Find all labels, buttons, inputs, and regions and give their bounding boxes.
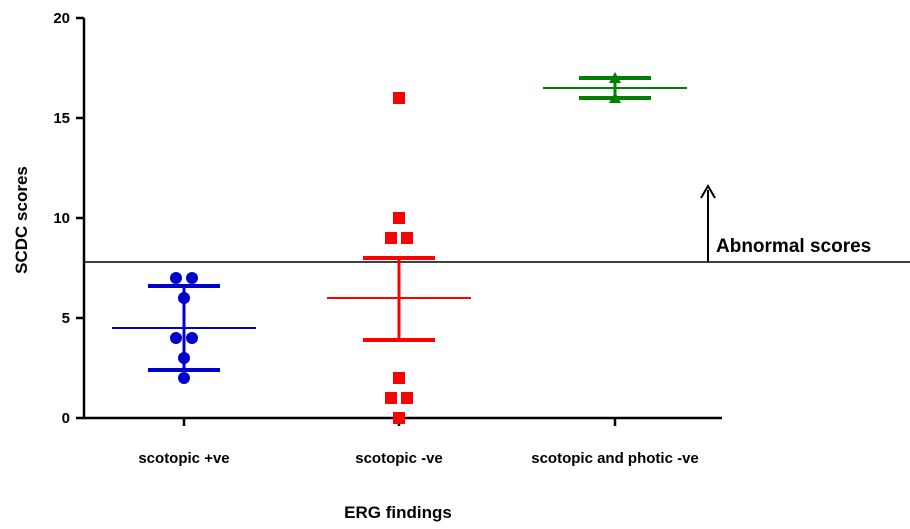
abnormal-arrow-head	[700, 184, 716, 199]
y-tick-label: 20	[53, 10, 70, 27]
x-axis-title: ERG findings	[344, 503, 452, 522]
data-point	[178, 292, 190, 304]
data-point	[401, 232, 413, 244]
data-point	[609, 72, 621, 83]
data-point	[186, 272, 198, 284]
series-1	[112, 272, 256, 384]
abnormal-scores-label: Abnormal scores	[716, 236, 871, 257]
y-ticks: 0 5 10 15 20	[53, 10, 84, 427]
data-point	[170, 332, 182, 344]
reference-line-group: Abnormal scores	[84, 184, 910, 263]
data-point	[393, 412, 405, 424]
x-tick-label: scotopic +ve	[138, 450, 229, 467]
y-tick-label: 5	[62, 310, 70, 327]
data-point	[178, 352, 190, 364]
data-point	[393, 212, 405, 224]
data-point	[186, 332, 198, 344]
y-tick-label: 10	[53, 210, 70, 227]
y-tick-label: 0	[62, 410, 70, 427]
y-axis-title: SCDC scores	[12, 166, 31, 274]
y-tick-label: 15	[53, 110, 70, 127]
data-point	[393, 92, 405, 104]
data-point	[401, 392, 413, 404]
data-point	[393, 372, 405, 384]
x-tick-label: scotopic -ve	[355, 450, 443, 467]
x-tick-label: scotopic and photic -ve	[531, 450, 699, 467]
data-point	[178, 372, 190, 384]
series-group	[112, 72, 687, 424]
data-point	[385, 232, 397, 244]
data-point	[609, 92, 621, 103]
x-ticks: scotopic +ve scotopic -ve scotopic and pho…	[138, 418, 699, 467]
series-2	[327, 92, 471, 424]
data-point	[385, 392, 397, 404]
data-point	[170, 272, 182, 284]
series-3	[543, 72, 687, 103]
